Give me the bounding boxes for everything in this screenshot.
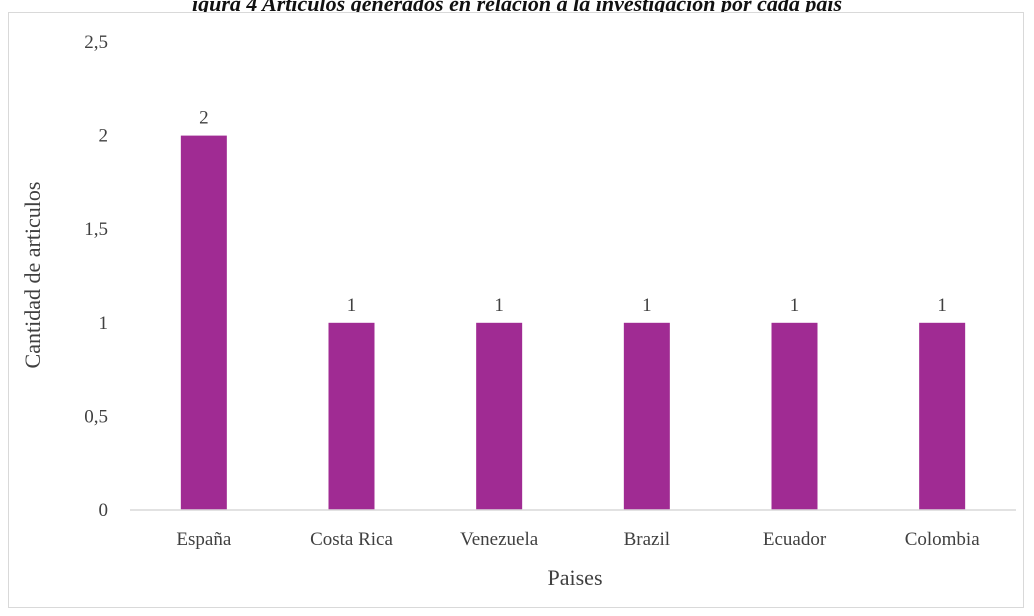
data-label: 1	[937, 295, 947, 316]
bar	[476, 322, 523, 510]
y-tick-label: 2,5	[84, 32, 108, 53]
data-label: 1	[790, 295, 800, 316]
bars-group	[180, 135, 966, 510]
x-tick-label: Colombia	[905, 529, 981, 550]
x-axis-ticks: España Costa Rica Venezuela Brazil Ecuador Co…	[176, 529, 980, 550]
x-tick-label: España	[176, 529, 231, 550]
y-tick-label: 1	[99, 313, 109, 334]
x-tick-label: Venezuela	[460, 529, 539, 550]
data-label: 1	[347, 295, 357, 316]
y-tick-label: 0,5	[84, 406, 108, 427]
x-tick-label: Brazil	[624, 529, 670, 550]
bar	[328, 322, 375, 510]
bar	[771, 322, 818, 510]
y-tick-label: 0	[99, 500, 109, 521]
data-label: 2	[199, 108, 209, 129]
data-label: 1	[494, 295, 504, 316]
y-tick-label: 2	[99, 126, 109, 147]
x-tick-label: Ecuador	[763, 529, 827, 550]
data-labels-group: 2 1 1 1 1 1	[199, 108, 947, 316]
y-tick-label: 1,5	[84, 219, 108, 240]
bar	[180, 135, 227, 510]
data-label: 1	[642, 295, 652, 316]
y-axis-title: Cantidad de articulos	[20, 182, 45, 369]
bar	[623, 322, 670, 510]
x-tick-label: Costa Rica	[310, 529, 393, 550]
page-title: igura 4 Artículos generados en relación …	[191, 0, 843, 16]
bar	[919, 322, 966, 510]
y-axis-ticks: 0 0,5 1 1,5 2 2,5	[84, 32, 108, 521]
x-axis-title: Paises	[548, 565, 603, 590]
